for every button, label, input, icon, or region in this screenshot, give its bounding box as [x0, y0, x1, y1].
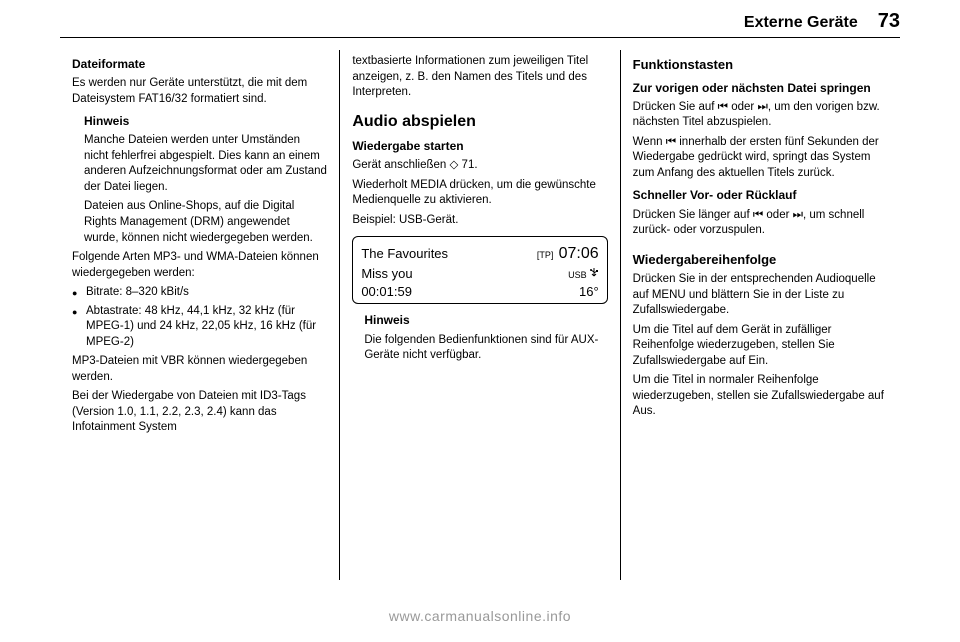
col2-p-continuation: textbasierte Informationen zum jeweilige…: [352, 54, 607, 101]
col2-note-block: Hinweis Die folgenden Bedienfunktionen s…: [364, 312, 607, 363]
display-elapsed-time: 00:01:59: [361, 283, 412, 301]
skip-next-icon: ⏭: [757, 101, 767, 113]
col3-p-skip5s: Wenn ⏮ innerhalb der ersten fünf Sekunde…: [633, 135, 888, 182]
col3-p-shuffle-off: Um die Titel in normaler Reihenfolge wie…: [633, 373, 888, 420]
column-3: Funktionstasten Zur vorigen oder nächste…: [621, 50, 900, 580]
col1-note-1: Manche Dateien werden unter Umständen ni…: [84, 133, 327, 195]
col3-heading-functionkeys: Funktionstasten: [633, 56, 888, 74]
col1-note-2: Dateien aus Online-Shops, auf die Digita…: [84, 199, 327, 246]
usb-icon: [589, 268, 599, 281]
col2-heading-audio: Audio abspielen: [352, 111, 607, 133]
col1-list: Bitrate: 8–320 kBit/s Abtastrate: 48 kHz…: [72, 285, 327, 350]
col1-list-item-samplerate: Abtastrate: 48 kHz, 44,1 kHz, 32 kHz (fü…: [72, 304, 327, 351]
col2-note-heading: Hinweis: [364, 312, 607, 328]
skip-prev-icon: ⏮: [718, 101, 728, 113]
col2-p-example: Beispiel: USB-Gerät.: [352, 213, 607, 229]
col2-connect-text-b: 71.: [458, 159, 477, 171]
display-clock-group: [TP] 07:06: [537, 243, 599, 265]
display-row-2: Miss you USB: [361, 265, 598, 283]
display-clock: 07:06: [559, 245, 599, 262]
display-source-label: USB: [568, 269, 587, 281]
col3-heading-skip: Zur vorigen oder nächsten Datei springen: [633, 80, 888, 96]
col1-note-heading: Hinweis: [84, 113, 327, 129]
col3-heading-ffrw: Schneller Vor- oder Rücklauf: [633, 187, 888, 203]
col3-ffrw-a: Drücken Sie länger auf: [633, 209, 753, 221]
col2-p-media: Wiederholt MEDIA drücken, um die gewünsc…: [352, 178, 607, 209]
page: Externe Geräte 73 Dateiformate Es werden…: [0, 0, 960, 642]
col1-p-types: Folgende Arten MP3- und WMA-Dateien könn…: [72, 250, 327, 281]
col3-skip-b: oder: [728, 101, 757, 113]
column-2: textbasierte Informationen zum jeweilige…: [340, 50, 620, 580]
col3-p-ffrw: Drücken Sie länger auf ⏮ oder ⏭, um schn…: [633, 208, 888, 239]
col3-ffrw-b: oder: [763, 209, 792, 221]
column-1: Dateiformate Es werden nur Geräte unters…: [60, 50, 340, 580]
col3-skip5s-a: Wenn: [633, 136, 666, 148]
col1-p-vbr: MP3-Dateien mit VBR können wiedergegeben…: [72, 354, 327, 385]
skip-prev-icon: ⏮: [753, 209, 763, 221]
col2-connect-text-a: Gerät anschließen: [352, 159, 449, 171]
col1-note-block: Hinweis Manche Dateien werden unter Umst…: [84, 113, 327, 246]
skip-next-icon: ⏭: [793, 209, 803, 221]
col2-heading-start: Wiedergabe starten: [352, 138, 607, 154]
col1-p-supported: Es werden nur Geräte unterstützt, die mi…: [72, 76, 327, 107]
display-source: USB: [568, 268, 599, 281]
display-track-title: Miss you: [361, 265, 412, 283]
col3-heading-playorder: Wiedergabereihenfolge: [633, 251, 888, 269]
col3-p-shuffle-on: Um die Titel auf dem Gerät in zufälliger…: [633, 323, 888, 370]
col1-list-item-bitrate: Bitrate: 8–320 kBit/s: [72, 285, 327, 301]
skip-prev-icon: ⏮: [666, 136, 676, 148]
page-header: Externe Geräte 73: [60, 10, 900, 38]
display-row-1: The Favourites [TP] 07:06: [361, 243, 598, 265]
display-tp-indicator: [TP]: [537, 250, 554, 260]
col1-p-id3: Bei der Wiedergabe von Dateien mit ID3-T…: [72, 389, 327, 436]
media-display: The Favourites [TP] 07:06 Miss you USB 0…: [352, 236, 607, 304]
header-section-title: Externe Geräte: [744, 14, 858, 32]
content-columns: Dateiformate Es werden nur Geräte unters…: [60, 50, 900, 580]
display-artist: The Favourites: [361, 245, 448, 263]
col2-note-text: Die folgenden Bedienfunktionen sind für …: [364, 333, 607, 364]
header-page-number: 73: [878, 10, 900, 33]
col1-heading-fileformats: Dateiformate: [72, 56, 327, 72]
col2-p-connect: Gerät anschließen ◇ 71.: [352, 158, 607, 174]
col3-p-skip: Drücken Sie auf ⏮ oder ⏭, um den vorigen…: [633, 100, 888, 131]
col3-skip-a: Drücken Sie auf: [633, 101, 718, 113]
display-temperature: 16°: [579, 283, 599, 301]
watermark: www.carmanualsonline.info: [0, 608, 960, 624]
display-row-3: 00:01:59 16°: [361, 283, 598, 301]
col3-p-menu: Drücken Sie in der entsprechenden Audioq…: [633, 272, 888, 319]
